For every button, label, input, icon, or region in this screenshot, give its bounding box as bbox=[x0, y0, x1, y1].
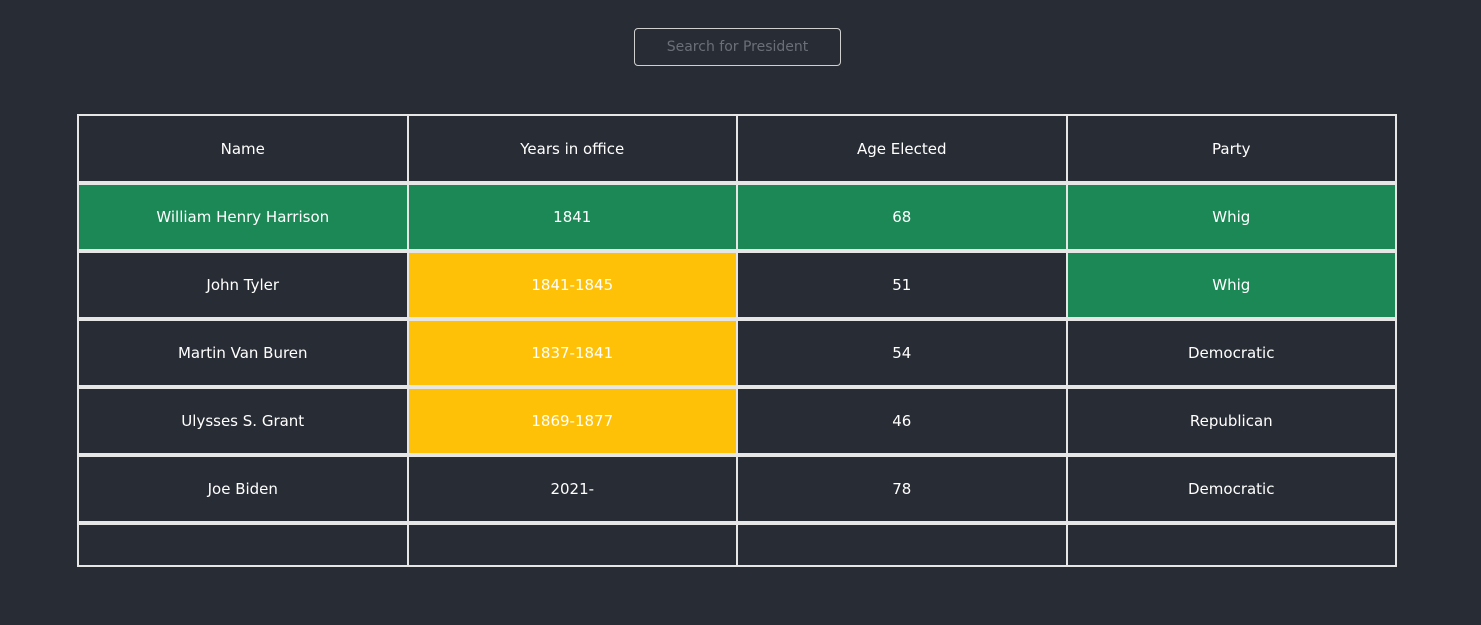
cell-age: 46 bbox=[738, 387, 1068, 455]
cell-name: John Tyler bbox=[79, 251, 409, 319]
cell-party: Republican bbox=[1067, 387, 1397, 455]
empty-cell bbox=[1067, 523, 1397, 567]
cell-name: Martin Van Buren bbox=[79, 319, 409, 387]
search-input[interactable] bbox=[634, 28, 841, 66]
cell-name: Ulysses S. Grant bbox=[79, 387, 409, 455]
cell-party: Whig bbox=[1067, 251, 1397, 319]
cell-age: 68 bbox=[738, 183, 1068, 251]
empty-cell bbox=[738, 523, 1068, 567]
cell-years: 2021- bbox=[408, 455, 738, 523]
header-age[interactable]: Age Elected bbox=[738, 116, 1068, 183]
cell-party: Whig bbox=[1067, 183, 1397, 251]
cell-party: Democratic bbox=[1067, 319, 1397, 387]
cell-name: William Henry Harrison bbox=[79, 183, 409, 251]
table-row: William Henry Harrison 1841 68 Whig bbox=[79, 183, 1397, 251]
presidents-table-container: Name Years in office Age Elected Party W… bbox=[77, 114, 1397, 567]
cell-years: 1869-1877 bbox=[408, 387, 738, 455]
table-row: Ulysses S. Grant 1869-1877 46 Republican bbox=[79, 387, 1397, 455]
cell-age: 54 bbox=[738, 319, 1068, 387]
header-row: Name Years in office Age Elected Party bbox=[79, 116, 1397, 183]
presidents-table: Name Years in office Age Elected Party W… bbox=[77, 114, 1397, 567]
empty-cell bbox=[79, 523, 409, 567]
header-years[interactable]: Years in office bbox=[408, 116, 738, 183]
cell-years: 1837-1841 bbox=[408, 319, 738, 387]
header-name[interactable]: Name bbox=[79, 116, 409, 183]
header-party[interactable]: Party bbox=[1067, 116, 1397, 183]
cell-age: 78 bbox=[738, 455, 1068, 523]
cell-name: Joe Biden bbox=[79, 455, 409, 523]
search-container bbox=[634, 28, 841, 66]
empty-cell bbox=[408, 523, 738, 567]
cell-years: 1841-1845 bbox=[408, 251, 738, 319]
table-row: Martin Van Buren 1837-1841 54 Democratic bbox=[79, 319, 1397, 387]
table-row: Joe Biden 2021- 78 Democratic bbox=[79, 455, 1397, 523]
cell-years: 1841 bbox=[408, 183, 738, 251]
table-row: John Tyler 1841-1845 51 Whig bbox=[79, 251, 1397, 319]
cell-party: Democratic bbox=[1067, 455, 1397, 523]
cell-age: 51 bbox=[738, 251, 1068, 319]
empty-row bbox=[79, 523, 1397, 567]
